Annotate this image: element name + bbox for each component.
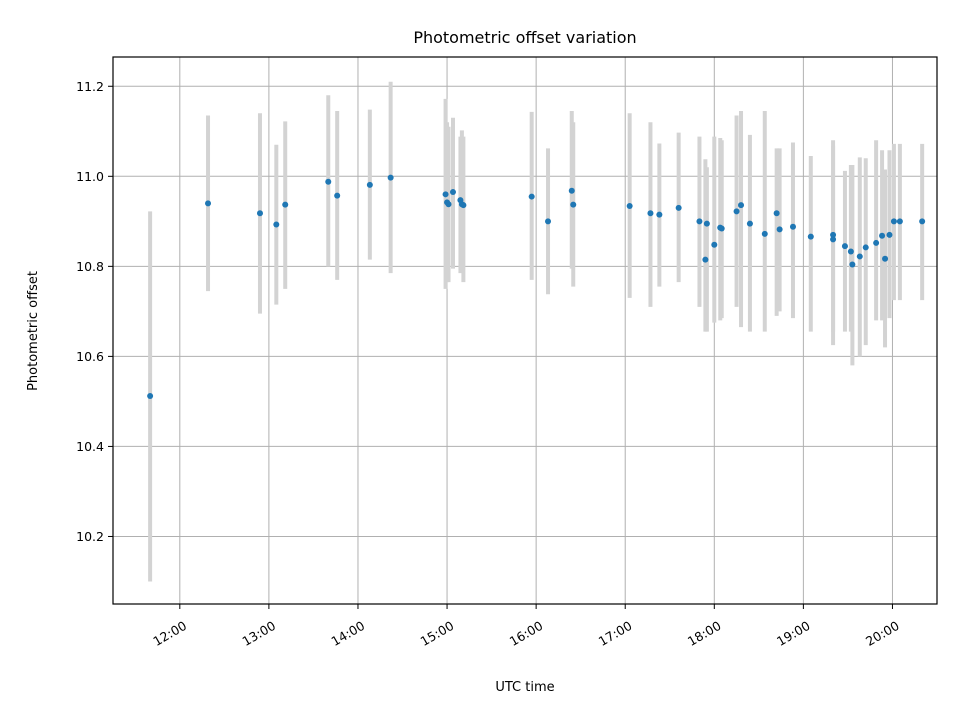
- x-tick-label: 17:00: [596, 618, 635, 649]
- data-point: [449, 189, 456, 196]
- data-point: [282, 201, 289, 208]
- data-point: [718, 225, 725, 232]
- data-point: [147, 393, 154, 400]
- data-point: [570, 201, 577, 208]
- y-tick-label: 11.2: [76, 79, 104, 94]
- grid: [113, 57, 937, 604]
- data-point: [773, 210, 780, 217]
- data-point: [849, 261, 856, 268]
- x-tick-label: 18:00: [685, 618, 724, 649]
- y-tick-label: 10.2: [76, 529, 104, 544]
- chart-title: Photometric offset variation: [413, 28, 636, 47]
- data-point: [273, 221, 280, 228]
- data-point: [445, 201, 452, 208]
- data-point: [761, 230, 768, 237]
- data-point: [738, 202, 745, 209]
- data-point: [789, 223, 796, 230]
- data-point: [886, 231, 893, 238]
- data-point: [325, 178, 332, 185]
- y-tick-label: 11.0: [76, 169, 104, 184]
- data-point: [733, 208, 740, 215]
- plot-frame: [112, 56, 938, 605]
- data-point: [334, 192, 341, 199]
- data-point: [675, 204, 682, 211]
- x-axis-label: UTC time: [495, 680, 554, 695]
- data-point: [807, 233, 814, 240]
- data-point: [626, 203, 633, 210]
- y-tick-label: 10.4: [76, 439, 104, 454]
- data-point: [568, 187, 575, 194]
- data-point: [873, 239, 880, 246]
- data-point: [442, 191, 449, 198]
- data-point: [387, 174, 394, 181]
- data-point: [882, 255, 889, 262]
- data-point: [746, 220, 753, 227]
- x-tick-label: 14:00: [329, 618, 368, 649]
- data-point: [856, 253, 863, 260]
- data-point: [528, 193, 535, 200]
- x-tick-label: 13:00: [239, 618, 278, 649]
- y-axis-label: Photometric offset: [26, 271, 41, 391]
- data-point: [711, 241, 718, 248]
- x-tick-label: 19:00: [774, 618, 813, 649]
- x-tick-label: 16:00: [507, 618, 546, 649]
- data-point: [896, 218, 903, 225]
- data-point: [647, 210, 654, 217]
- data-point: [862, 244, 869, 251]
- y-tick-label: 10.8: [76, 259, 104, 274]
- data-point: [830, 231, 837, 238]
- x-axis: 12:00 13:00 14:00 15:00 16:00 17:00 18:00 19:00…: [150, 604, 902, 649]
- y-tick-label: 10.6: [76, 349, 104, 364]
- data-point: [696, 218, 703, 225]
- x-tick-label: 15:00: [418, 618, 457, 649]
- data-point: [205, 200, 212, 207]
- x-tick-label: 12:00: [150, 618, 189, 649]
- data-point: [879, 232, 886, 239]
- data-point: [545, 218, 552, 225]
- data-point: [460, 202, 467, 209]
- data-point: [256, 210, 263, 217]
- data-point: [890, 218, 897, 225]
- data-point: [702, 256, 709, 263]
- data-point: [656, 211, 663, 218]
- data-point: [703, 220, 710, 227]
- data-point: [847, 248, 854, 255]
- data-point: [776, 226, 783, 233]
- x-tick-label: 20:00: [863, 618, 902, 649]
- data-point: [830, 236, 837, 243]
- data-point: [366, 181, 373, 188]
- y-axis: 10.2 10.4 10.6 10.8 11.0 11.2: [76, 79, 113, 544]
- data-point: [841, 243, 848, 250]
- data-points: [147, 174, 926, 400]
- data-point: [919, 218, 926, 225]
